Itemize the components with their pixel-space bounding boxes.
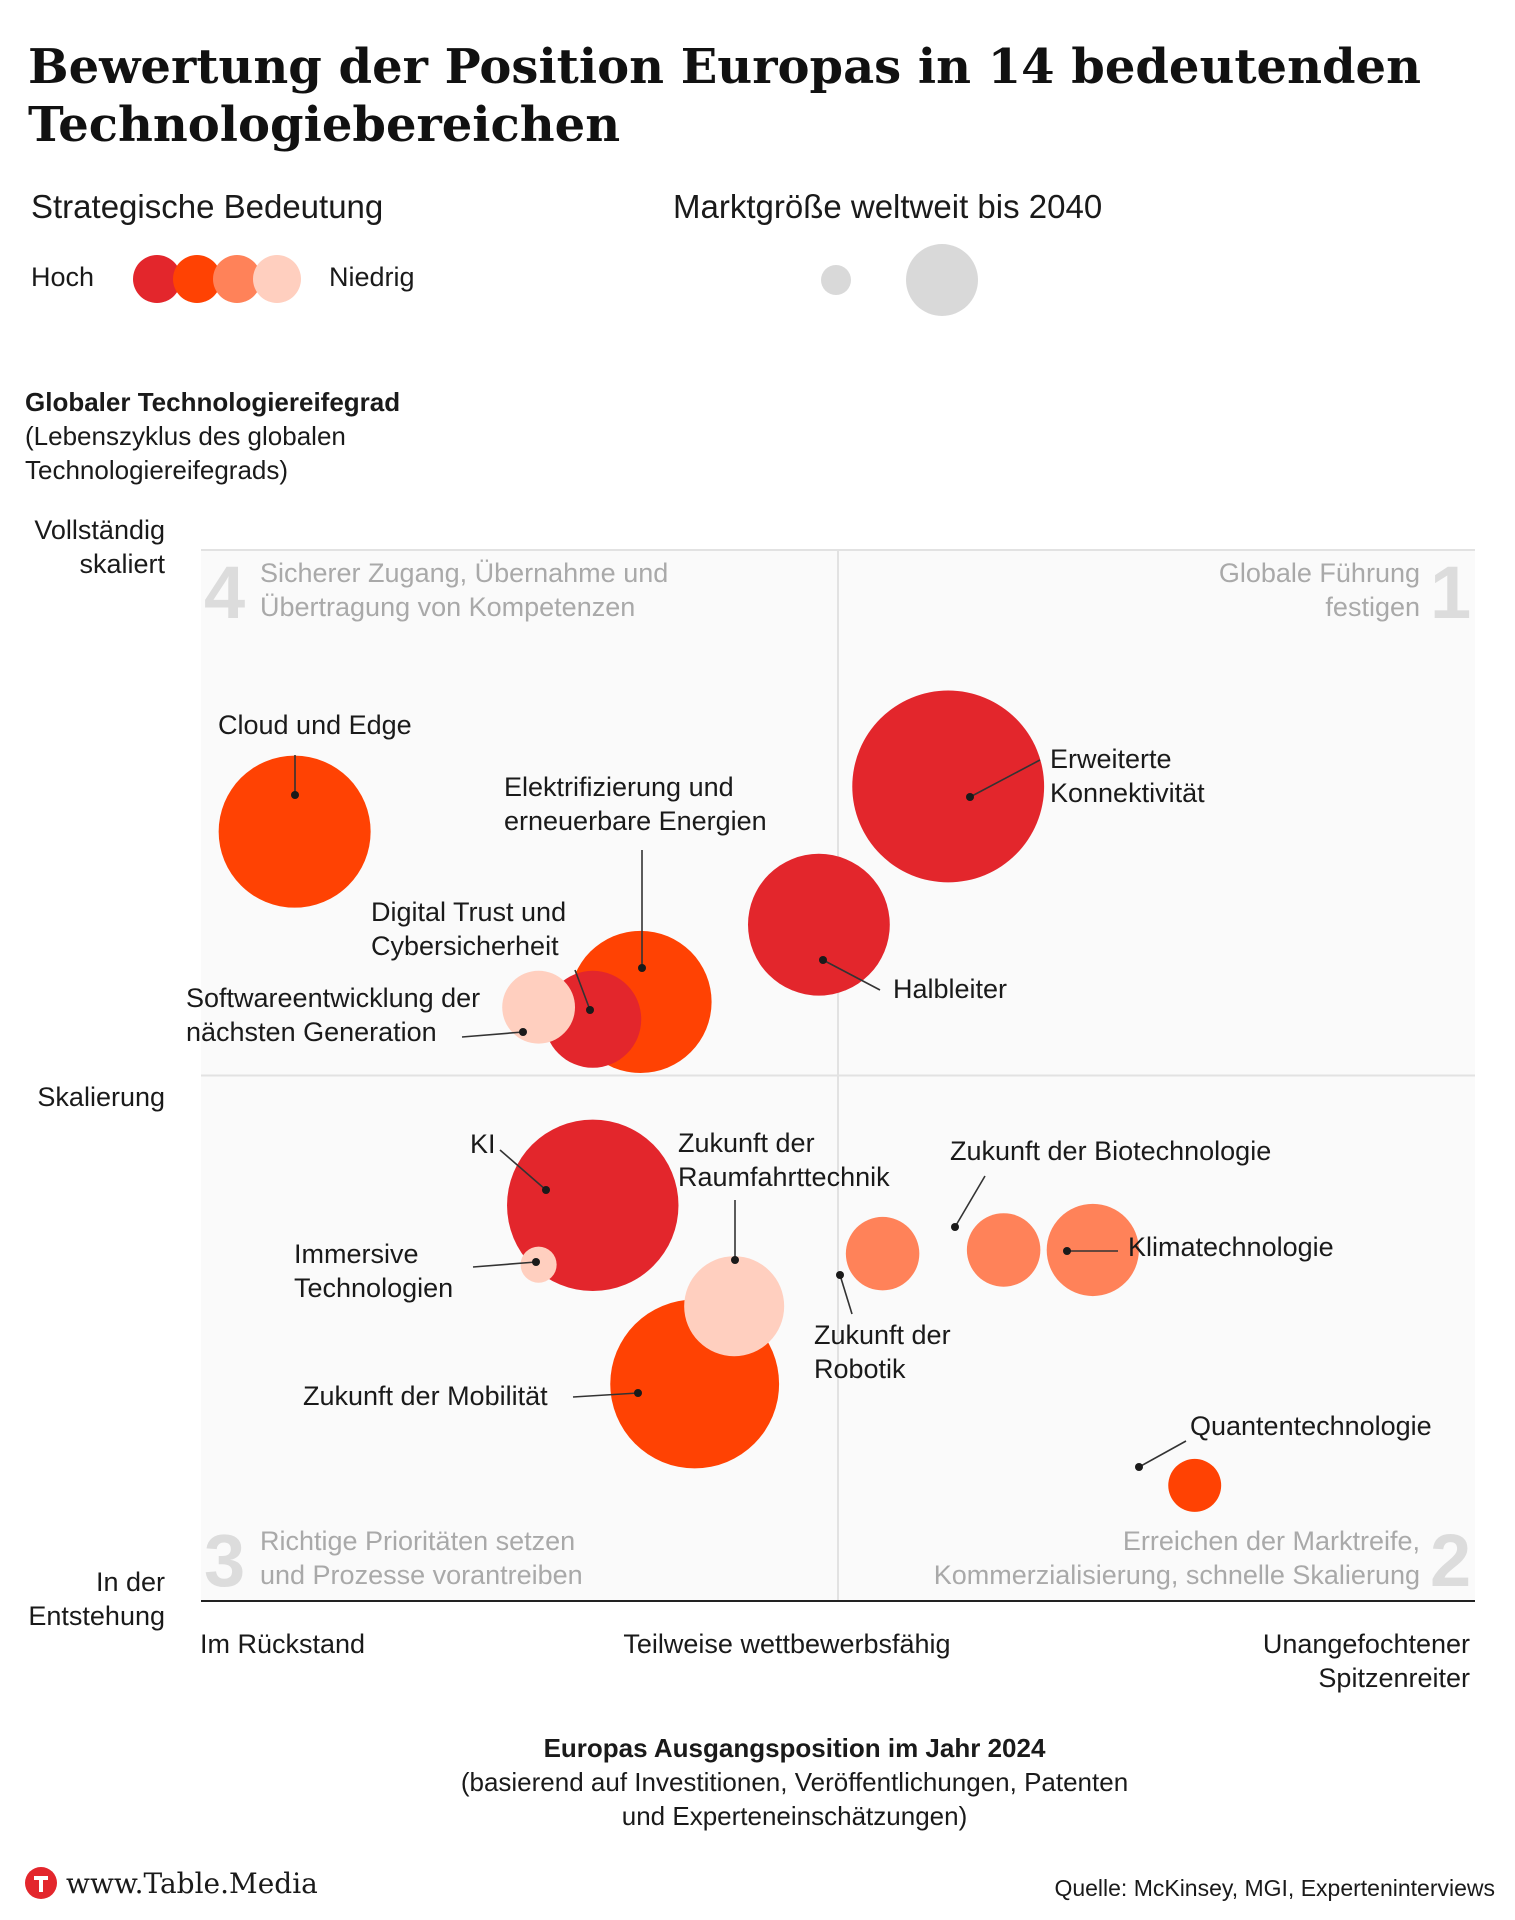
x-tick-left: Im Rückstand	[200, 1629, 366, 1659]
y-axis-subtitle: (Lebenszyklus des globalen Technologiere…	[25, 421, 346, 485]
x-axis-subtitle: (basierend auf Investitionen, Veröffentl…	[460, 1767, 1129, 1831]
quadrant-4-number: 4	[204, 551, 246, 634]
quadrant-3-text: Richtige Prioritäten setzen und Prozesse…	[260, 1526, 583, 1590]
chart-title: Bewertung der Position Europas in 14 bed…	[28, 39, 1421, 153]
leader-lines-layer	[291, 755, 1187, 1471]
label-softwareentwicklung: Softwareentwicklung der nächsten Generat…	[186, 983, 481, 1047]
label-erweiterte-konnektivitaet: Erweiterte Konnektivität	[1050, 744, 1205, 808]
label-immersive-technologien: Immersive Technologien	[294, 1239, 454, 1303]
y-axis-title-block: Globaler Technologiereifegrad (Lebenszyk…	[25, 385, 425, 487]
leader-dot-12	[951, 1223, 959, 1231]
legend-size-small	[821, 265, 851, 295]
x-axis-title-block: Europas Ausgangsposition im Jahr 2024 (b…	[457, 1731, 1132, 1833]
leader-line-14	[1138, 1440, 1187, 1468]
quadrant-2-text: Erreichen der Marktreife, Kommerzialisie…	[933, 1526, 1420, 1590]
bubble-7	[507, 1119, 679, 1292]
quadrant-3-number: 3	[204, 1519, 246, 1602]
quadrant-2-number: 2	[1430, 1519, 1472, 1602]
leader-dot-11	[836, 1271, 844, 1279]
bubble-13	[1046, 1203, 1139, 1297]
y-tick-top: Vollständig skaliert	[34, 515, 165, 579]
leader-line-8	[472, 1261, 537, 1268]
leader-line-10	[572, 1392, 639, 1398]
label-klimatechnologie: Klimatechnologie	[1128, 1232, 1334, 1262]
legend-swatch-mittel-niedrig	[213, 255, 261, 303]
bubble-6	[502, 970, 576, 1044]
label-cloud-und-edge: Cloud und Edge	[218, 710, 412, 740]
quadrant-4-text: Sicherer Zugang, Übernahme und Übertragu…	[260, 558, 669, 622]
leader-line-11	[839, 1274, 853, 1315]
leader-line-12	[954, 1175, 986, 1228]
label-robotik: Zukunft der Robotik	[814, 1320, 951, 1384]
label-digital-trust: Digital Trust und Cybersicherheit	[371, 897, 567, 961]
leader-dot-1	[291, 791, 299, 799]
plot-grid	[201, 549, 1475, 1602]
leader-line-2	[969, 759, 1041, 798]
legend-swatch-niedrig	[253, 255, 301, 303]
bubbles-layer	[218, 690, 1222, 1512]
label-ki: KI	[470, 1129, 496, 1159]
y-axis-title: Globaler Technologiereifegrad	[25, 387, 401, 417]
label-biotechnologie: Zukunft der Biotechnologie	[950, 1136, 1272, 1166]
bubble-9	[684, 1256, 785, 1357]
leader-dot-6	[519, 1028, 527, 1036]
leader-dot-9	[731, 1256, 739, 1264]
leader-line-5	[574, 969, 591, 1011]
leader-dot-3	[638, 964, 646, 972]
leader-line-4	[822, 959, 881, 991]
bubble-1	[218, 755, 371, 908]
leader-dot-2	[966, 793, 974, 801]
leader-line-7	[499, 1149, 547, 1191]
x-tick-center: Teilweise wettbewerbsfähig	[623, 1629, 951, 1659]
legend-size-title: Marktgröße weltweit bis 2040	[673, 188, 1103, 225]
legend-importance-swatches	[133, 255, 301, 303]
bubble-14	[1168, 1458, 1222, 1512]
bubble-11	[845, 1216, 920, 1291]
footer-brand-block: www.Table.Media	[24, 1866, 318, 1900]
leader-dot-14	[1135, 1463, 1143, 1471]
leader-dot-7	[542, 1186, 550, 1194]
legend-importance-low: Niedrig	[329, 262, 415, 292]
footer-brand[interactable]: www.Table.Media	[66, 1866, 318, 1900]
legend-swatch-mittel-hoch	[173, 255, 221, 303]
y-tick-middle: Skalierung	[37, 1082, 165, 1112]
bubble-2	[852, 690, 1045, 883]
label-halbleiter: Halbleiter	[893, 974, 1008, 1004]
table-media-logo-icon	[25, 1867, 57, 1899]
legend-size-large	[906, 244, 978, 316]
leader-line-6	[461, 1031, 524, 1038]
label-quantentechnologie: Quantentechnologie	[1190, 1411, 1432, 1441]
legend-importance-title: Strategische Bedeutung	[31, 188, 384, 225]
leader-dot-13	[1063, 1247, 1071, 1255]
label-elektrifizierung: Elektrifizierung und erneuerbare Energie…	[504, 772, 767, 836]
quadrant-1-text: Globale Führung festigen	[1218, 558, 1420, 622]
legend-importance-high: Hoch	[31, 262, 95, 292]
quadrant-1-number: 1	[1430, 551, 1472, 634]
bubble-4	[748, 853, 890, 996]
legend-swatch-hoch	[133, 255, 181, 303]
y-tick-bottom: In der Entstehung	[28, 1567, 165, 1631]
legend-size-bubbles	[821, 244, 978, 316]
label-raumfahrttechnik: Zukunft der Raumfahrttechnik	[678, 1128, 890, 1192]
leader-dot-5	[586, 1006, 594, 1014]
x-tick-right: Unangefochtener Spitzenreiter	[1262, 1629, 1470, 1693]
leader-dot-10	[634, 1389, 642, 1397]
leader-dot-8	[532, 1258, 540, 1266]
bubble-12	[966, 1213, 1041, 1287]
leader-dot-4	[819, 956, 827, 964]
x-axis-title: Europas Ausgangsposition im Jahr 2024	[543, 1733, 1046, 1763]
footer-source: Quelle: McKinsey, MGI, Experteninterview…	[1054, 1875, 1495, 1901]
label-mobilitaet: Zukunft der Mobilität	[303, 1381, 548, 1411]
